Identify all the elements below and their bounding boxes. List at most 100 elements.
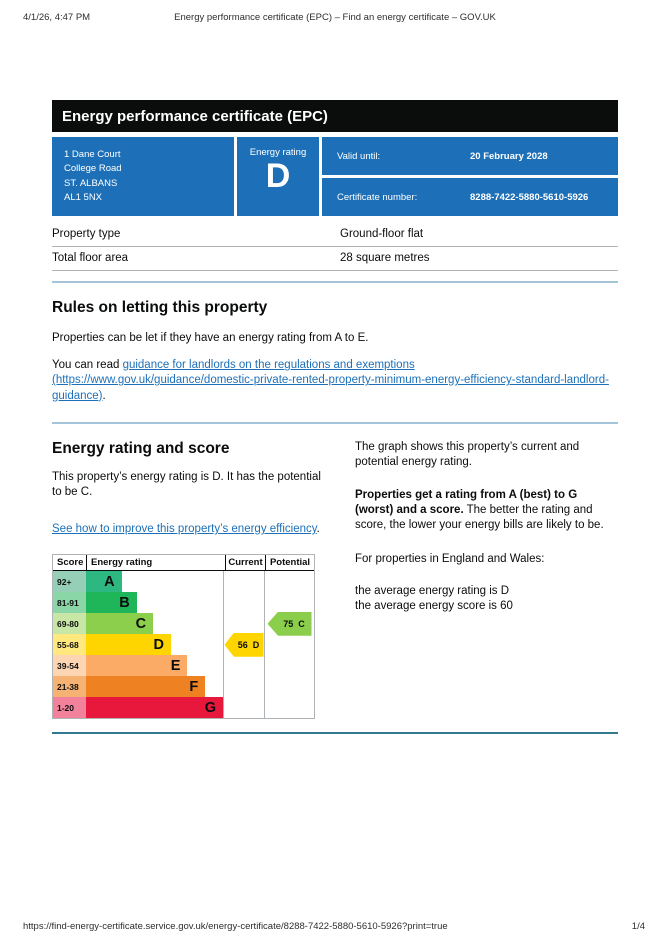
browser-print-header: 4/1/26, 4:47 PM Energy performance certi…	[23, 12, 647, 23]
print-page-number: 1/4	[631, 921, 645, 932]
potential-rating-cell	[264, 676, 314, 698]
fact-value: 28 square metres	[340, 252, 430, 264]
certificate-content: Energy performance certificate (EPC) 1 D…	[52, 100, 618, 735]
certificate-summary-panel: 1 Dane Court College Road ST. ALBANS AL1…	[52, 137, 618, 216]
certificate-number-row: Certificate number: 8288-7422-5880-5610-…	[322, 178, 618, 216]
improve-efficiency-link[interactable]: See how to improve this property’s energ…	[52, 523, 317, 536]
current-rating-cell	[223, 592, 264, 614]
potential-rating-arrow: 75 C	[267, 611, 312, 636]
current-rating-cell	[223, 571, 264, 593]
landlord-guidance-link[interactable]: guidance for landlords on the regulation…	[52, 359, 609, 402]
band-score-range: 92+	[53, 571, 86, 593]
rating-heading: Energy rating and score	[52, 439, 230, 457]
band-score-range: 81-91	[53, 592, 86, 614]
table-row: Property type Ground-floor flat	[52, 223, 618, 247]
current-rating-cell	[223, 655, 264, 677]
rules-paragraph: Properties can be let if they have an en…	[52, 332, 369, 344]
potential-column-header: Potential	[265, 555, 314, 571]
rating-explainer-bold: Properties get a rating from A (best) to…	[355, 489, 578, 517]
epc-band-row: 92+ A	[53, 571, 314, 593]
print-datetime: 4/1/26, 4:47 PM	[23, 12, 91, 23]
potential-rating-cell	[264, 634, 314, 656]
page-title: Energy performance certificate (EPC) – F…	[174, 12, 496, 23]
band-score-range: 21-38	[53, 676, 86, 698]
epc-band-bar: B	[86, 592, 137, 614]
rating-explainer-rest: The better the rating and score, the low…	[355, 504, 604, 532]
rules-heading: Rules on letting this property	[52, 299, 268, 316]
epc-band-bar: F	[86, 676, 206, 698]
validity-box: Valid until: 20 February 2028 Certificat…	[322, 137, 618, 216]
epc-band-bar: E	[86, 655, 188, 677]
average-rating-line: the average energy rating is D	[355, 584, 510, 597]
band-score-range: 69-80	[53, 613, 86, 635]
improve-suffix: .	[316, 523, 320, 536]
current-rating-cell: 56 D	[223, 632, 264, 657]
band-bar-cell: C	[86, 613, 223, 635]
band-bar-cell: A	[86, 571, 223, 593]
epc-band-bar: A	[86, 571, 122, 593]
score-column-header: Score	[57, 557, 84, 569]
band-score-range: 55-68	[53, 634, 86, 656]
rating-column-header: Energy rating	[86, 555, 225, 571]
epc-band-row: 55-68 D 56 D	[53, 632, 314, 657]
band-bar-cell: F	[86, 676, 223, 698]
property-facts-table: Property type Ground-floor flat Total fl…	[52, 223, 618, 271]
rating-right-column: The graph shows this property’s current …	[355, 440, 618, 720]
epc-chart-body: 92+ A 81-91 B 69-80 C 75 C 55-68 D 56 D 39-54 E 21-38 F…	[53, 571, 314, 719]
epc-band-row: 1-20 G	[53, 697, 314, 719]
epc-chart-header: Score Energy rating Current Potential	[53, 555, 314, 572]
current-rating-cell	[223, 613, 264, 635]
section-divider	[52, 421, 618, 424]
epc-rating-chart: Score Energy rating Current Potential 92…	[52, 554, 315, 720]
graph-intro: The graph shows this property’s current …	[355, 440, 580, 468]
epc-band-row: 69-80 C 75 C	[53, 611, 314, 636]
print-url: https://find-energy-certificate.service.…	[23, 921, 448, 932]
valid-until-row: Valid until: 20 February 2028	[322, 137, 618, 175]
certificate-banner-title: Energy performance certificate (EPC)	[52, 100, 618, 132]
average-score-line: the average energy score is 60	[355, 599, 513, 612]
rating-explainer: Properties get a rating from A (best) to…	[355, 488, 618, 534]
guidance-prefix: You can read	[52, 359, 123, 372]
energy-rating-section: Energy rating and score This property’s …	[52, 440, 618, 720]
browser-print-footer: https://find-energy-certificate.service.…	[23, 921, 645, 932]
address-line: 1 Dane Court	[64, 149, 121, 160]
rules-guidance-paragraph: You can read guidance for landlords on t…	[52, 358, 618, 404]
epc-band-bar: D	[86, 634, 171, 656]
address-line: College Road	[64, 163, 122, 175]
potential-rating-cell	[264, 571, 314, 593]
band-bar-cell: G	[86, 697, 223, 719]
section-divider	[52, 732, 618, 735]
energy-rating-box: Energy rating D	[237, 137, 319, 216]
potential-rating-cell: 75 C	[264, 611, 314, 636]
epc-band-bar: C	[86, 613, 154, 635]
epc-band-bar: G	[86, 697, 223, 719]
potential-rating-cell	[264, 697, 314, 719]
band-score-range: 39-54	[53, 655, 86, 677]
current-rating-cell	[223, 676, 264, 698]
averages-paragraph: the average energy rating is D the averag…	[355, 584, 618, 614]
improve-paragraph: See how to improve this property’s energ…	[52, 522, 324, 537]
rating-left-column: Energy rating and score This property’s …	[52, 440, 324, 720]
epc-band-row: 39-54 E	[53, 655, 314, 677]
band-bar-cell: B	[86, 592, 223, 614]
property-address: 1 Dane Court College Road ST. ALBANS AL1…	[52, 137, 234, 216]
potential-rating-cell	[264, 655, 314, 677]
potential-rating-cell	[264, 592, 314, 614]
certificate-number-label: Certificate number:	[337, 191, 418, 203]
energy-rating-value: D	[265, 157, 291, 195]
band-bar-cell: D	[86, 634, 223, 656]
guidance-suffix: .	[102, 389, 106, 402]
fact-value: Ground-floor flat	[340, 228, 424, 240]
address-line: AL1 5NX	[64, 191, 103, 203]
rating-intro: This property’s energy rating is D. It h…	[52, 470, 321, 498]
current-rating-cell	[223, 697, 264, 719]
certificate-number-value: 8288-7422-5880-5610-5926	[470, 191, 589, 203]
fact-label: Total floor area	[52, 252, 129, 264]
table-row: Total floor area 28 square metres	[52, 247, 618, 271]
england-wales-intro: For properties in England and Wales:	[355, 552, 545, 565]
energy-rating-label: Energy rating	[249, 147, 307, 158]
valid-until-label: Valid until:	[337, 150, 381, 162]
band-bar-cell: E	[86, 655, 223, 677]
epc-band-row: 21-38 F	[53, 676, 314, 698]
